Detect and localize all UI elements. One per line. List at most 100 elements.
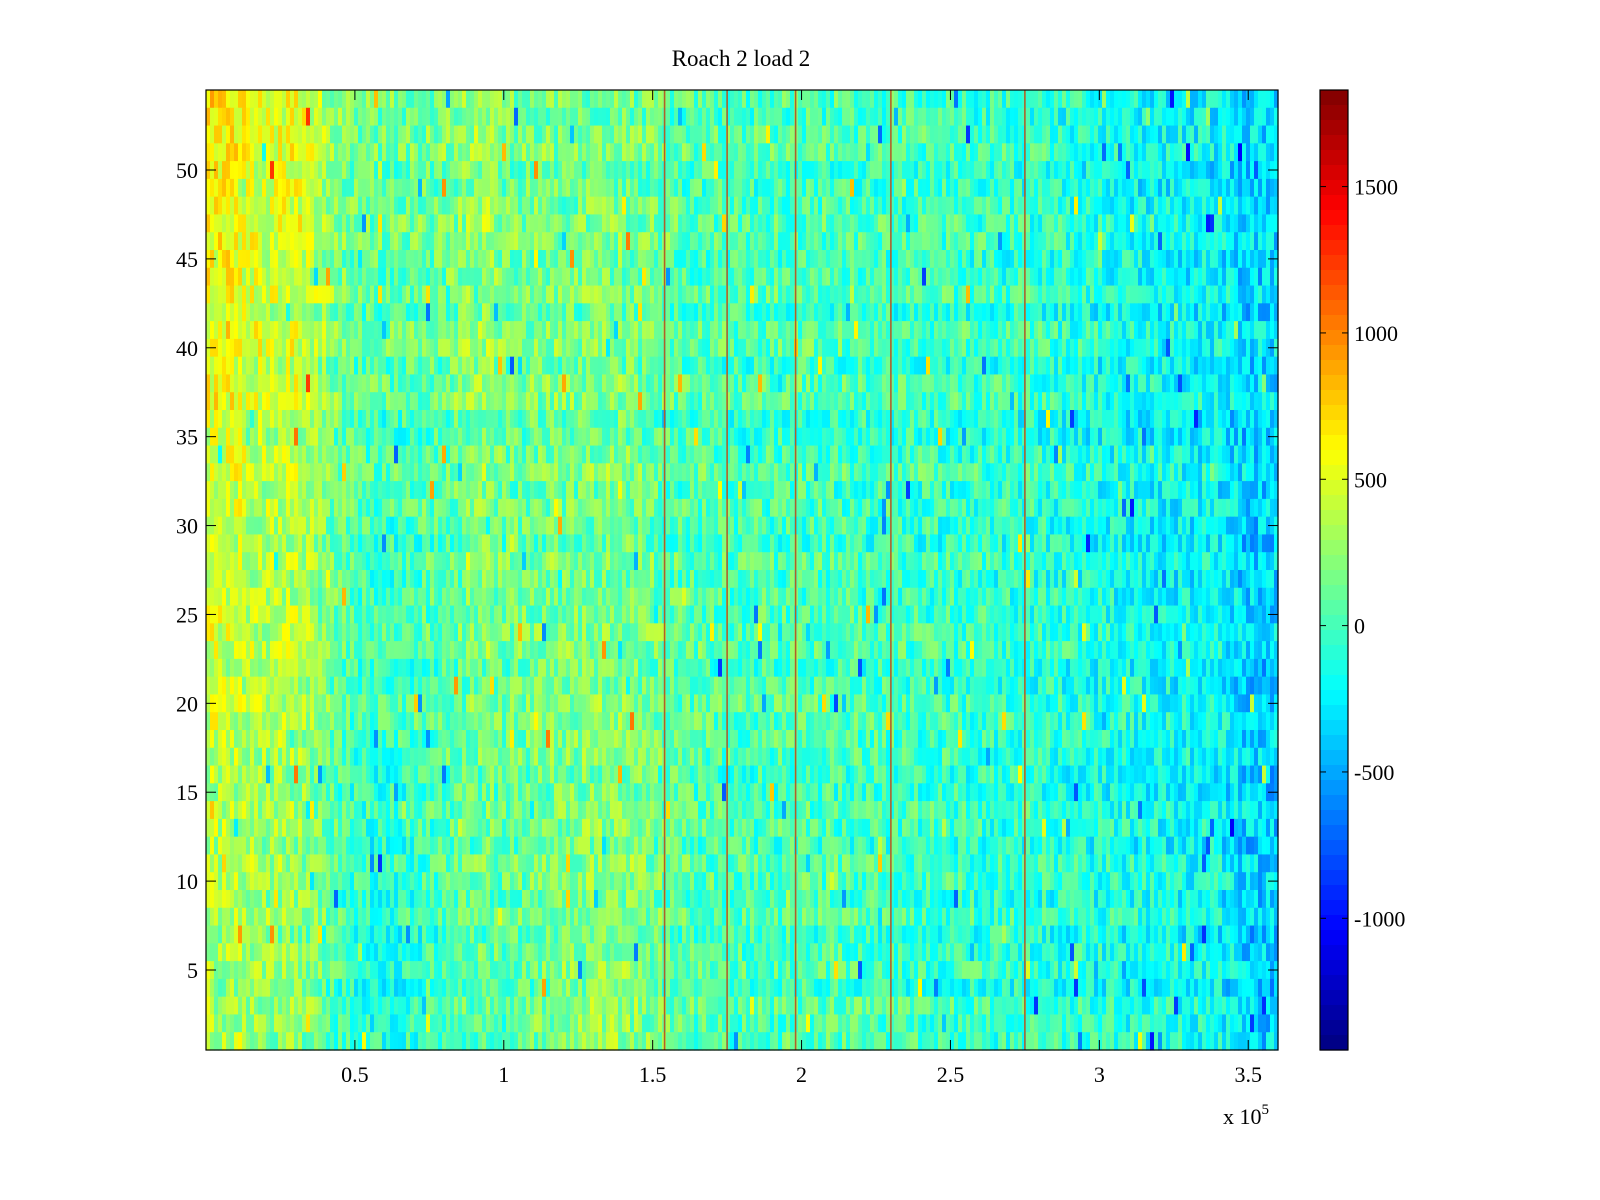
heatmap-cell [818,161,823,180]
heatmap-cell [286,392,291,411]
heatmap-cell [846,285,851,304]
heatmap-cell [1226,161,1231,180]
heatmap-cell [426,232,431,251]
heatmap-cell [294,250,299,269]
heatmap-cell [1070,321,1075,340]
heatmap-cell [682,125,687,144]
heatmap-cell [526,178,531,198]
heatmap-cell [1246,338,1251,358]
heatmap-cell [486,392,491,411]
heatmap-cell [906,196,911,216]
heatmap-cell [826,161,831,180]
heatmap-cell [1066,107,1071,127]
heatmap-cell [786,321,791,340]
heatmap-cell [674,178,679,198]
heatmap-cell [950,90,955,109]
heatmap-cell [1034,90,1039,109]
heatmap-cell [1030,196,1035,216]
heatmap-cell [898,338,903,358]
heatmap-cell [570,161,575,180]
heatmap-cell [758,267,763,287]
heatmap-cell [1162,214,1167,233]
heatmap-cell [738,143,743,162]
heatmap-cell [1182,214,1187,233]
heatmap-cell [1226,250,1231,269]
heatmap-cell [1062,232,1067,251]
heatmap-cell [386,107,391,127]
heatmap-cell [850,90,855,109]
heatmap-cell [274,143,279,162]
heatmap-cell [1002,196,1007,216]
heatmap-cell [762,410,767,429]
heatmap-cell [246,107,251,127]
heatmap-cell [462,107,467,127]
heatmap-cell [306,178,311,198]
heatmap-cell [298,143,303,162]
heatmap-cell [258,143,263,162]
heatmap-cell [470,285,475,304]
heatmap-cell [1202,107,1207,127]
heatmap-cell [838,392,843,411]
heatmap-cell [1218,90,1223,109]
heatmap-cell [854,250,859,269]
heatmap-cell [750,143,755,162]
heatmap-cell [1258,178,1263,198]
heatmap-cell [786,303,791,322]
heatmap-cell [1042,161,1047,180]
heatmap-cell [738,303,743,322]
heatmap-cell [710,338,715,358]
heatmap-cell [598,161,603,180]
heatmap-cell [1270,356,1275,376]
heatmap-cell [846,338,851,358]
heatmap-cell [850,321,855,340]
heatmap-cell [738,90,743,109]
heatmap-cell [638,107,643,127]
heatmap-cell [954,90,959,109]
heatmap-cell [558,285,563,304]
heatmap-cell [954,125,959,144]
heatmap-cell [626,267,631,287]
heatmap-cell [954,161,959,180]
heatmap-cell [242,90,247,109]
heatmap-cell [1158,267,1163,287]
heatmap-cell [614,143,619,162]
heatmap-cell [1170,392,1175,411]
heatmap-cell [278,392,283,411]
heatmap-cell [1006,356,1011,376]
heatmap-cell [686,161,691,180]
heatmap-cell [666,410,671,429]
heatmap-cell [1182,178,1187,198]
heatmap-cell [1006,143,1011,162]
heatmap-cell [490,392,495,411]
heatmap-cell [878,232,883,251]
heatmap-cell [1094,125,1099,144]
heatmap-cell [1050,356,1055,376]
heatmap-cell [1058,374,1063,393]
heatmap-cell [366,356,371,376]
heatmap-cell [866,374,871,393]
heatmap-cell [1034,143,1039,162]
heatmap-cell [682,321,687,340]
heatmap-cell [814,338,819,358]
heatmap-cell [574,285,579,304]
heatmap-cell [1190,374,1195,393]
heatmap-cell [310,178,315,198]
heatmap-cell [718,214,723,233]
heatmap-cell [458,285,463,304]
heatmap-cell [854,232,859,251]
heatmap-cell [1170,125,1175,144]
heatmap-cell [1038,178,1043,198]
heatmap-cell [230,161,235,180]
heatmap-cell [382,178,387,198]
heatmap-cell [1258,107,1263,127]
heatmap-cell [722,374,727,393]
heatmap-cell [322,196,327,216]
heatmap-cell [1166,338,1171,358]
heatmap-cell [786,338,791,358]
heatmap-cell [318,267,323,287]
heatmap-cell [318,321,323,340]
heatmap-cell [274,178,279,198]
heatmap-cell [1054,250,1059,269]
heatmap-cell [1198,196,1203,216]
heatmap-cell [890,338,895,358]
